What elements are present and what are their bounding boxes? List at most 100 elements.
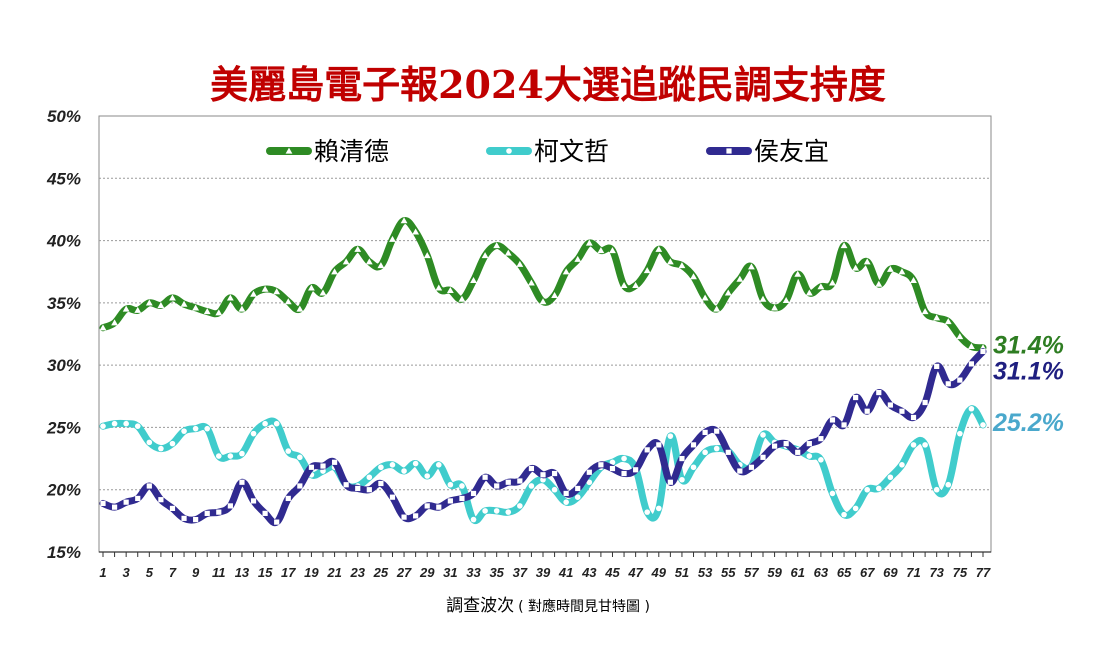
data-point (853, 394, 859, 401)
data-point (656, 442, 662, 448)
y-tick-label: 30% (47, 356, 81, 375)
data-point (447, 481, 454, 488)
data-point (759, 295, 767, 302)
series-2 (99, 405, 987, 525)
data-point (250, 290, 257, 297)
data-point (377, 262, 385, 269)
data-point (887, 402, 893, 408)
data-point (331, 459, 338, 465)
chart-title: 美麗島電子報2024大選追蹤民調支持度 (210, 62, 886, 107)
data-point (609, 459, 616, 466)
x-tick-label: 23 (350, 565, 366, 580)
data-point (655, 505, 662, 512)
data-point (435, 462, 442, 468)
data-point (667, 479, 673, 485)
x-tick-label: 1 (99, 565, 106, 580)
x-tick-label: 51 (675, 565, 689, 580)
x-tick-label: 45 (604, 565, 620, 580)
x-tick-label: 13 (235, 565, 250, 580)
data-point (157, 301, 165, 308)
data-point (864, 486, 871, 493)
data-point (215, 309, 223, 316)
series-line (99, 216, 987, 352)
end-labels: 31.4% 25.2% 31.1% (992, 332, 1064, 437)
data-point (621, 455, 627, 462)
series-3 (99, 347, 987, 527)
data-point (284, 298, 292, 305)
data-point (551, 470, 558, 477)
data-point (227, 503, 233, 509)
data-point (261, 285, 269, 292)
data-point (470, 277, 477, 284)
data-point (528, 279, 535, 286)
data-point (795, 449, 801, 455)
data-point (957, 430, 963, 437)
data-point (633, 467, 639, 473)
x-tick-label: 25 (373, 565, 389, 580)
data-point (122, 305, 130, 312)
data-point (111, 319, 118, 326)
data-point (274, 519, 280, 525)
data-point (748, 263, 755, 270)
data-point (459, 483, 465, 489)
data-point (771, 443, 778, 449)
x-tick-label: 29 (419, 565, 435, 580)
data-point (528, 465, 535, 472)
x-tick-label: 59 (767, 565, 782, 580)
axes: 15%20%25%30%35%40%45%50%1 3 5 7 9 11 13 15 17 19 2… (46, 107, 991, 580)
data-point (424, 503, 430, 509)
data-point (470, 490, 477, 497)
data-point (135, 495, 141, 502)
data-point (957, 377, 963, 383)
data-point (760, 454, 766, 460)
data-point (482, 508, 488, 514)
data-point (181, 428, 187, 434)
data-point (864, 408, 870, 414)
data-point (829, 490, 836, 497)
x-tick-label: 37 (513, 565, 528, 580)
x-tick-label: 33 (466, 565, 481, 580)
data-point (944, 318, 952, 325)
data-point (123, 499, 129, 505)
data-point (887, 474, 894, 481)
x-axis-label: 調查波次( 對應時間見甘特圖 ) (446, 596, 650, 616)
x-tick-label: 43 (581, 565, 597, 580)
data-point (968, 405, 975, 412)
legend-label: 柯文哲 (534, 137, 609, 166)
data-point (621, 470, 627, 477)
data-point (748, 464, 755, 470)
end-value-label: 31.1% (993, 358, 1064, 386)
y-tick-label: 25% (46, 418, 81, 437)
data-point (134, 306, 142, 313)
data-point (180, 300, 188, 307)
data-point (365, 258, 373, 265)
x-tick-label: 7 (169, 565, 177, 580)
data-point (678, 262, 686, 269)
data-point (551, 291, 558, 298)
y-tick-label: 50% (47, 107, 81, 126)
data-point (273, 420, 280, 427)
data-point (447, 498, 453, 504)
data-point (690, 442, 697, 448)
data-point (308, 284, 315, 291)
data-point (355, 485, 361, 492)
data-point (922, 442, 928, 448)
data-point (540, 472, 546, 478)
data-point (134, 423, 141, 429)
data-point (934, 363, 940, 369)
data-point (980, 422, 986, 428)
y-tick-label: 15% (47, 543, 81, 562)
data-point (494, 483, 500, 489)
data-point (563, 490, 569, 497)
data-point (145, 299, 153, 306)
data-point (643, 267, 651, 274)
data-point (783, 441, 789, 447)
data-point (690, 273, 697, 280)
data-point (806, 453, 813, 459)
grid (99, 177, 991, 491)
data-point (945, 381, 951, 387)
y-tick-label: 45% (46, 169, 81, 188)
data-point (204, 425, 211, 432)
data-point (540, 476, 546, 483)
legend-marker (506, 148, 512, 154)
